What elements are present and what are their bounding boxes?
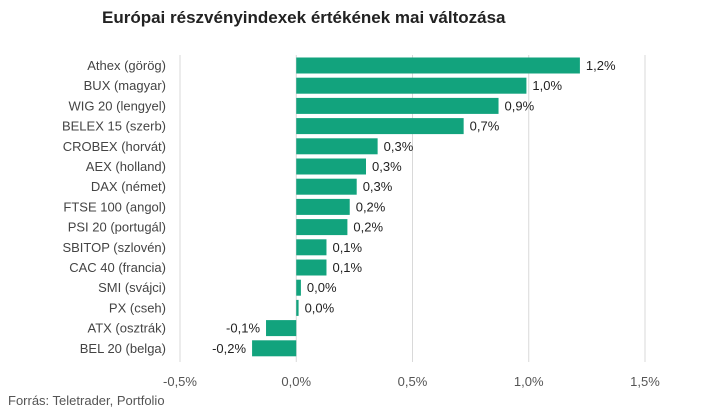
- bar: [266, 320, 297, 337]
- bar: [296, 138, 378, 155]
- bar: [296, 198, 350, 215]
- bar: [296, 279, 301, 296]
- source-note: Forrás: Teletrader, Portfolio: [8, 393, 165, 408]
- data-label: 0,9%: [505, 98, 535, 113]
- data-label: -0,2%: [212, 341, 246, 356]
- data-label: 0,2%: [356, 199, 386, 214]
- bar: [296, 77, 527, 94]
- category-labels: Athex (görög) BUX (magyar) WIG 20 (lengyel…: [62, 58, 166, 356]
- category-label: BUX (magyar): [84, 78, 166, 93]
- bar: [296, 118, 464, 135]
- category-label: CROBEX (horvát): [63, 139, 166, 154]
- data-label: 0,2%: [353, 220, 383, 235]
- bar: [296, 259, 327, 276]
- bar: [296, 158, 366, 175]
- data-label: 0,1%: [332, 260, 362, 275]
- bar: [296, 299, 299, 316]
- category-label: WIG 20 (lengyel): [68, 98, 166, 113]
- category-label: Athex (görög): [87, 58, 166, 73]
- value-labels: 1,2% 1,0% 0,9% 0,7% 0,3% 0,3% 0,3% 0,2% 0,2% 0,1%…: [212, 58, 616, 356]
- category-label: BELEX 15 (szerb): [62, 119, 166, 134]
- bar: [296, 239, 327, 256]
- bar: [296, 97, 499, 114]
- bars: [252, 57, 580, 357]
- data-label: 0,0%: [305, 300, 335, 315]
- bar: [252, 340, 297, 357]
- bar: [296, 219, 348, 236]
- category-label: CAC 40 (francia): [69, 260, 166, 275]
- data-label: 0,3%: [372, 159, 402, 174]
- data-label: 0,0%: [307, 280, 337, 295]
- category-label: SBITOP (szlovén): [62, 240, 166, 255]
- data-label: 0,7%: [470, 119, 500, 134]
- category-label: PX (cseh): [109, 300, 166, 315]
- data-label: 1,2%: [586, 58, 616, 73]
- x-tick-label: 0,0%: [281, 374, 311, 389]
- x-tick-label: 1,5%: [630, 374, 660, 389]
- data-label: 1,0%: [532, 78, 562, 93]
- category-label: PSI 20 (portugál): [68, 220, 166, 235]
- data-label: 0,3%: [384, 139, 414, 154]
- x-axis-ticks: -0,5% 0,0% 0,5% 1,0% 1,5%: [163, 374, 660, 389]
- x-tick-label: 0,5%: [398, 374, 428, 389]
- x-tick-label: 1,0%: [514, 374, 544, 389]
- bar: [296, 57, 580, 74]
- data-label: 0,3%: [363, 179, 393, 194]
- category-label: ATX (osztrák): [88, 321, 167, 336]
- category-label: FTSE 100 (angol): [63, 199, 166, 214]
- category-label: AEX (holland): [86, 159, 166, 174]
- category-label: DAX (német): [91, 179, 166, 194]
- data-label: 0,1%: [332, 240, 362, 255]
- data-label: -0,1%: [226, 321, 260, 336]
- chart-title: Európai részvényindexek értékének mai vá…: [102, 8, 506, 27]
- category-label: SMI (svájci): [98, 280, 166, 295]
- bar: [296, 178, 357, 195]
- x-tick-label: -0,5%: [163, 374, 197, 389]
- category-label: BEL 20 (belga): [80, 341, 166, 356]
